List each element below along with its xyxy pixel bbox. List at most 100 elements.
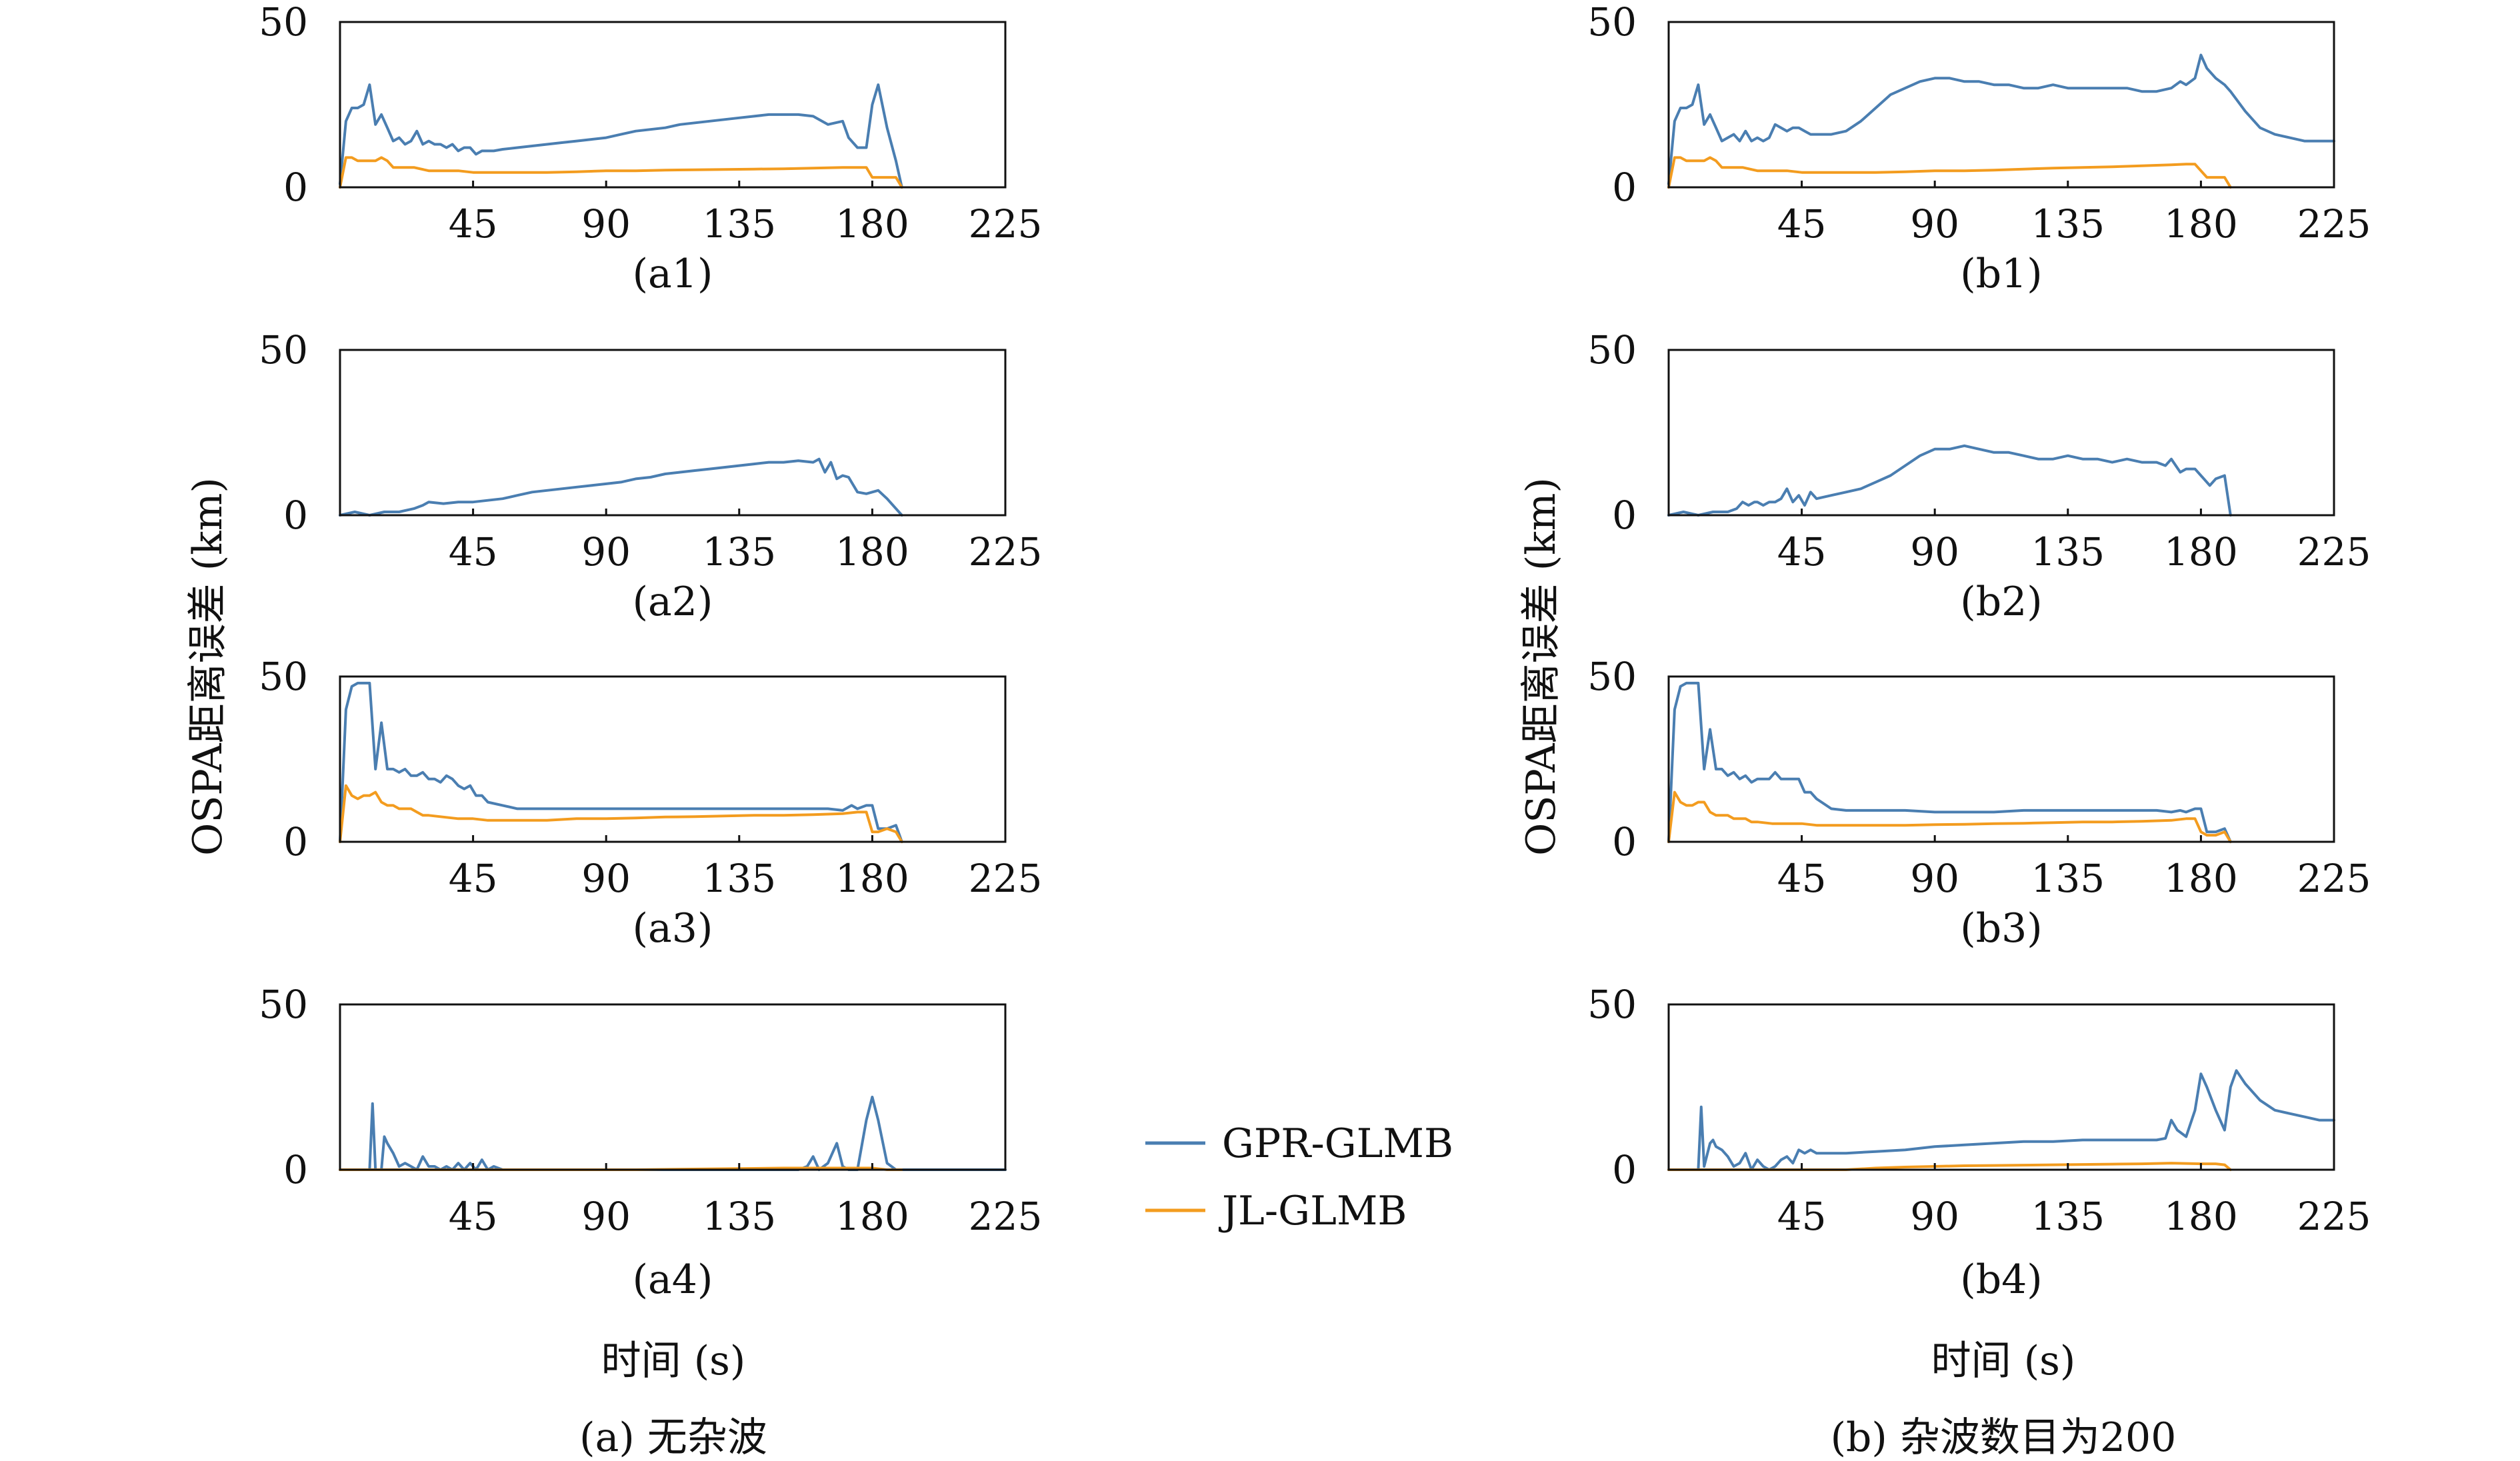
y-tick-label: 0	[1612, 493, 1637, 538]
x-tick-label: 225	[2297, 529, 2371, 575]
series-line-gpr-glmb	[1667, 444, 2232, 517]
x-tick-label: 135	[2031, 1194, 2105, 1239]
x-tick-label: 90	[1910, 201, 1959, 247]
legend: GPR-GLMB JL-GLMB	[1145, 1120, 1453, 1234]
plot-frame	[1667, 21, 2335, 189]
panel-subtitle-b1: (b1)	[1960, 251, 2042, 297]
panel-subtitle-b2: (b2)	[1960, 579, 2042, 625]
x-tick-label: 135	[2031, 529, 2105, 575]
x-tick-label: 225	[2297, 201, 2371, 247]
panel-subtitle-b4: (b4)	[1960, 1256, 2042, 1303]
x-tick-label: 90	[581, 529, 631, 575]
legend-label-gpr-glmb: GPR-GLMB	[1222, 1120, 1453, 1167]
y-tick-label: 0	[283, 819, 308, 864]
x-tick-label: 180	[2164, 856, 2238, 901]
plot-frame	[1667, 1003, 2335, 1171]
panel-subtitle-a2: (a2)	[633, 579, 713, 625]
x-tick-label: 135	[702, 856, 776, 901]
y-tick-label: 50	[259, 654, 308, 699]
x-tick-label: 135	[702, 1194, 776, 1239]
series-line-gpr-glmb	[339, 1095, 1007, 1171]
y-tick-label: 50	[1587, 982, 1637, 1027]
y-tick-label: 50	[1587, 327, 1637, 373]
panel-a2: 45 90 135 180 225 0 50 (a2)	[259, 327, 1042, 625]
x-axis-title-right: 时间 (s)	[1931, 1338, 2076, 1384]
plot-frame	[339, 1003, 1007, 1171]
x-tick-label: 45	[449, 529, 498, 575]
series-line-gpr-glmb	[1667, 1069, 2335, 1171]
x-tick-label: 225	[969, 1194, 1043, 1239]
panel-subtitle-a3: (a3)	[633, 905, 713, 952]
x-tick-label: 90	[581, 201, 631, 247]
x-tick-label: 225	[2297, 856, 2371, 901]
x-tick-label: 45	[1777, 201, 1827, 247]
panel-a1: 45 90 135 180 225 0 50 (a1)	[259, 0, 1042, 297]
x-tick-label: 90	[581, 856, 631, 901]
panel-a3: 45 90 135 180 225 0 50 (a3)	[259, 654, 1042, 952]
plot-frame	[339, 675, 1007, 843]
x-tick-label: 180	[835, 201, 909, 247]
x-tick-label: 180	[2164, 201, 2238, 247]
x-tick-label: 225	[2297, 1194, 2371, 1239]
x-tick-label: 180	[2164, 1194, 2238, 1239]
series-line-gpr-glmb	[339, 681, 903, 843]
x-tick-label: 135	[2031, 201, 2105, 247]
x-tick-label: 45	[1777, 856, 1827, 901]
x-tick-label: 45	[1777, 1194, 1827, 1239]
plot-frame	[339, 21, 1007, 189]
series-line-gpr-glmb	[1667, 681, 2232, 843]
x-tick-label: 225	[969, 201, 1043, 247]
caption-a: (a) 无杂波	[579, 1414, 767, 1461]
x-tick-label: 45	[1777, 529, 1827, 575]
panel-subtitle-a1: (a1)	[633, 251, 713, 297]
y-tick-label: 0	[1612, 819, 1637, 864]
y-tick-label: 0	[1612, 165, 1637, 210]
plot-frame	[339, 349, 1007, 517]
series-line-gpr-glmb	[339, 457, 903, 517]
x-tick-label: 90	[1910, 1194, 1959, 1239]
y-tick-label: 0	[283, 1147, 308, 1192]
x-tick-label: 180	[2164, 529, 2238, 575]
panel-b4: 45 90 135 180 225 0 50 (b4)	[1587, 982, 2371, 1303]
y-tick-label: 0	[283, 493, 308, 538]
legend-label-jl-glmb: JL-GLMB	[1218, 1188, 1407, 1234]
series-line-jl-glmb	[339, 784, 903, 843]
x-axis-title-left: 时间 (s)	[601, 1338, 746, 1384]
y-tick-label: 50	[259, 327, 308, 373]
series-line-jl-glmb	[1667, 790, 2232, 843]
x-tick-label: 225	[969, 529, 1043, 575]
x-tick-label: 90	[1910, 856, 1959, 901]
panel-b2: 45 90 135 180 225 0 50 (b2)	[1587, 327, 2371, 625]
x-tick-label: 45	[449, 1194, 498, 1239]
panel-subtitle-b3: (b3)	[1960, 905, 2042, 952]
y-tick-label: 0	[1612, 1147, 1637, 1192]
plot-frame	[1667, 349, 2335, 517]
x-tick-label: 90	[581, 1194, 631, 1239]
plot-frame	[1667, 675, 2335, 843]
y-tick-label: 0	[283, 165, 308, 210]
x-tick-label: 135	[702, 201, 776, 247]
x-tick-label: 135	[702, 529, 776, 575]
x-tick-label: 180	[835, 529, 909, 575]
y-tick-label: 50	[1587, 654, 1637, 699]
y-axis-title-right: OSPA距离误差 (km)	[1518, 477, 1565, 856]
panel-a4: 45 90 135 180 225 0 50 (a4)	[259, 982, 1042, 1303]
panel-subtitle-a4: (a4)	[633, 1256, 713, 1303]
y-tick-label: 50	[259, 0, 308, 45]
series-line-gpr-glmb	[339, 83, 903, 189]
series-line-gpr-glmb	[1667, 53, 2335, 185]
x-tick-label: 180	[835, 856, 909, 901]
x-tick-label: 180	[835, 1194, 909, 1239]
panel-b1: 45 90 135 180 225 0 50 (b1)	[1587, 0, 2371, 297]
caption-b: (b) 杂波数目为200	[1831, 1414, 2177, 1461]
panel-b3: 45 90 135 180 225 0 50 (b3)	[1587, 654, 2371, 952]
y-tick-label: 50	[259, 982, 308, 1027]
series-line-jl-glmb	[339, 156, 903, 189]
x-tick-label: 45	[449, 201, 498, 247]
y-axis-title-left: OSPA距离误差 (km)	[185, 477, 231, 856]
x-tick-label: 45	[449, 856, 498, 901]
x-tick-label: 90	[1910, 529, 1959, 575]
x-tick-label: 135	[2031, 856, 2105, 901]
series-line-jl-glmb	[1667, 156, 2232, 189]
